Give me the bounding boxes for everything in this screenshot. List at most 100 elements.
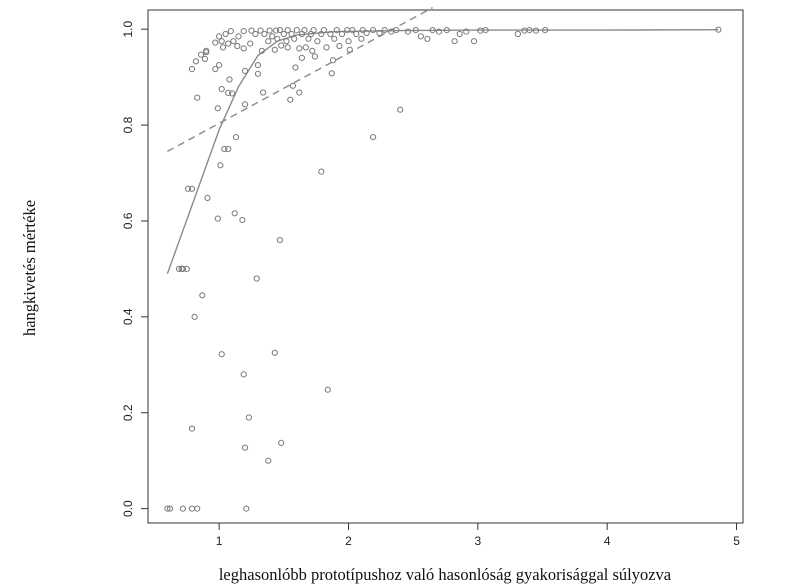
data-point: [320, 27, 327, 34]
data-point: [216, 62, 223, 69]
data-point: [260, 89, 267, 96]
data-point: [276, 237, 283, 244]
data-point: [311, 53, 318, 60]
data-point: [227, 28, 234, 35]
data-point: [212, 65, 219, 73]
fit-lines: [166, 6, 719, 274]
data-point: [435, 28, 443, 35]
data-point: [470, 38, 478, 45]
data-point: [284, 27, 291, 34]
data-points: [164, 26, 722, 512]
data-point: [185, 185, 192, 192]
data-point: [278, 439, 285, 446]
data-point: [225, 89, 232, 97]
data-point: [243, 505, 250, 512]
y-tick-label: 0.6: [121, 212, 135, 229]
data-point: [301, 27, 308, 34]
data-point: [241, 67, 249, 75]
data-point: [514, 30, 522, 38]
data-point: [292, 64, 299, 71]
data-point: [201, 55, 208, 63]
data-point: [451, 38, 458, 45]
data-point: [248, 27, 255, 34]
data-point: [240, 28, 247, 35]
data-point: [298, 54, 305, 62]
y-tick-label: 1.0: [121, 21, 135, 38]
data-point: [429, 27, 436, 34]
data-point: [271, 349, 278, 356]
data-point: [358, 35, 365, 42]
data-point: [254, 70, 261, 77]
data-point: [353, 30, 360, 38]
data-point: [222, 30, 229, 38]
data-point: [194, 505, 201, 512]
data-point: [318, 168, 325, 175]
data-point: [289, 82, 296, 89]
data-point: [225, 40, 232, 47]
data-point: [333, 27, 340, 34]
data-point: [278, 42, 285, 49]
data-point: [463, 28, 470, 35]
data-point: [296, 89, 303, 96]
data-point: [417, 33, 424, 40]
y-axis-title: hangkivetés mértéke: [20, 200, 39, 336]
data-point: [443, 27, 450, 34]
data-point: [331, 35, 338, 42]
x-tick-label: 4: [604, 534, 611, 548]
data-point: [271, 46, 278, 53]
data-point: [269, 33, 276, 40]
y-tick-label: 0.8: [121, 116, 135, 133]
data-point: [424, 35, 431, 42]
x-tick-label: 2: [345, 534, 352, 548]
x-axis: 1 2 3 4 5: [216, 522, 740, 548]
y-tick-label: 0.2: [121, 404, 135, 421]
data-point: [212, 39, 219, 46]
data-point: [310, 27, 317, 34]
data-point: [283, 38, 290, 45]
data-point: [532, 27, 540, 34]
y-axis: 0.0 0.2 0.4 0.6 0.8 1.0: [121, 21, 149, 517]
data-point: [338, 30, 346, 38]
data-point: [247, 40, 254, 47]
data-point: [235, 33, 242, 40]
data-point: [456, 30, 463, 38]
data-point: [266, 27, 273, 34]
data-point: [397, 106, 404, 113]
data-point: [404, 28, 412, 35]
data-point: [188, 185, 196, 192]
data-point: [192, 58, 199, 65]
y-tick-label: 0.4: [121, 308, 135, 325]
data-point: [229, 90, 236, 97]
data-point: [240, 371, 247, 378]
data-point: [252, 30, 259, 38]
data-point: [164, 505, 171, 512]
data-point: [175, 265, 183, 272]
data-point: [314, 38, 321, 45]
data-point: [226, 76, 233, 83]
data-point: [188, 425, 196, 432]
data-point: [370, 27, 377, 34]
x-tick-label: 3: [474, 534, 481, 548]
data-point: [323, 44, 330, 51]
data-point: [276, 27, 283, 34]
data-point: [288, 30, 295, 38]
data-point: [345, 38, 352, 45]
data-point: [191, 313, 198, 320]
data-point: [221, 145, 228, 153]
data-point: [412, 27, 419, 34]
data-point: [194, 94, 201, 101]
data-point: [287, 96, 294, 103]
data-point: [214, 215, 221, 222]
data-point: [240, 45, 247, 52]
data-point: [305, 35, 312, 42]
data-point: [179, 505, 186, 512]
data-point: [214, 105, 221, 112]
data-point: [393, 27, 400, 34]
data-point: [284, 44, 291, 51]
x-axis-title: leghasonlóbb prototípushoz való hasonlós…: [219, 565, 672, 584]
data-point: [241, 444, 249, 451]
data-point: [265, 38, 272, 45]
data-point: [363, 29, 370, 37]
data-point: [253, 275, 260, 282]
